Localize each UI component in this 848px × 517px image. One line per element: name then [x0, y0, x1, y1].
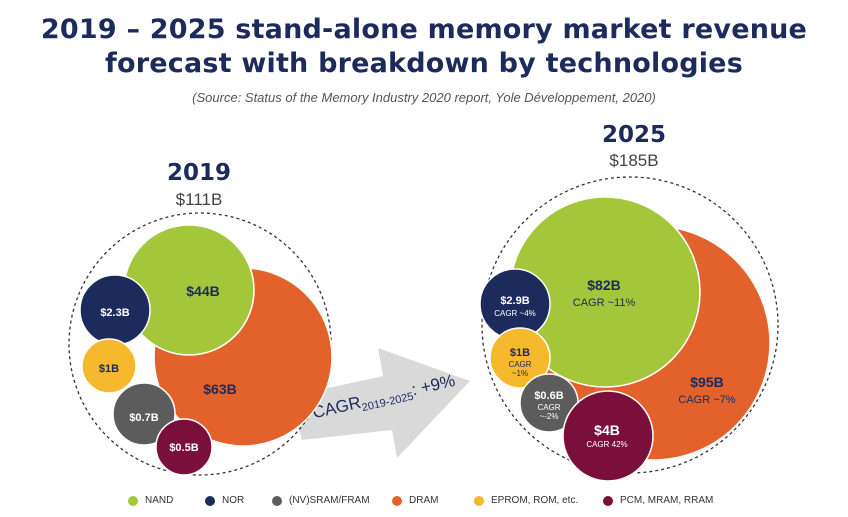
cagr-label-pcm-2025: CAGR 42%	[586, 440, 627, 449]
bubble-eprom-2019	[81, 338, 137, 394]
legend-label-eprom: EPROM, ROM, etc.	[491, 495, 579, 506]
legend-label-pcm: PCM, MRAM, RRAM	[620, 495, 714, 506]
value-label-dram-2025: $95B	[690, 374, 723, 390]
chart-title-line-2: forecast with breakdown by technologies	[105, 48, 743, 79]
value-label-nand-2025: $82B	[587, 277, 620, 293]
legend-swatch-nand	[128, 495, 138, 506]
legend-item-dram: DRAM	[392, 495, 438, 506]
value-label-sram-2025: $0.6B	[534, 390, 563, 402]
cagr-value-eprom-2025: ~1%	[512, 369, 528, 378]
legend-label-dram: DRAM	[409, 495, 439, 506]
value-label-pcm-2025: $4B	[594, 422, 620, 438]
cagr-label-sram-2025: CAGR	[537, 403, 560, 412]
legend-item-pcm: PCM, MRAM, RRAM	[603, 495, 713, 506]
legend-label-nand: NAND	[145, 495, 174, 506]
value-label-eprom-2019: $1B	[99, 363, 119, 375]
legend-swatch-dram	[392, 495, 402, 506]
legend-item-nor: NOR	[205, 495, 244, 506]
total-boundary-2025	[481, 176, 779, 474]
legend-label-nor: NOR	[222, 495, 245, 506]
chart-legend: NAND NOR (NV)SRAM/FRAM DRAM EPROM, ROM, etc.…	[0, 495, 848, 513]
cagr-label-nand-2025: CAGR ~11%	[573, 297, 636, 309]
legend-item-sram: (NV)SRAM/FRAM	[272, 495, 370, 506]
value-label-nor-2019: $2.3B	[100, 307, 129, 319]
cagr-label-nor-2025: CAGR ~4%	[494, 309, 536, 318]
growth-arrow	[296, 348, 470, 458]
legend-item-nand: NAND	[128, 495, 173, 506]
year-label-2019: 2019	[167, 160, 231, 186]
value-label-sram-2019: $0.7B	[129, 412, 158, 424]
total-label-2025: $185B	[609, 151, 658, 170]
legend-swatch-nor	[205, 495, 215, 506]
value-label-nor-2025: $2.9B	[500, 295, 529, 307]
bubble-eprom-2025	[489, 327, 551, 389]
chart-source-note: (Source: Status of the Memory Industry 2…	[192, 90, 656, 105]
legend-swatch-pcm	[603, 495, 613, 506]
cagr-label-eprom-2025: CAGR	[508, 360, 531, 369]
total-label-2019: $111B	[176, 190, 223, 209]
value-label-eprom-2025: $1B	[510, 347, 530, 359]
legend-item-eprom: EPROM, ROM, etc.	[474, 495, 578, 506]
bubble-chart: CAGR2019-2025: +9%2019$111B$63B$44B$2.3B…	[68, 122, 779, 482]
bubble-sram-2019	[112, 382, 176, 446]
bubble-pcm-2025	[562, 390, 654, 482]
legend-swatch-eprom	[474, 495, 484, 506]
chart-title-line-1: 2019 – 2025 stand-alone memory market re…	[40, 14, 808, 45]
value-label-dram-2019: $63B	[203, 381, 236, 397]
legend-swatch-sram	[272, 495, 282, 506]
legend-label-sram: (NV)SRAM/FRAM	[289, 495, 370, 506]
bubble-pcm-2019	[155, 418, 213, 476]
cagr-value-sram-2025: ~-2%	[540, 412, 559, 421]
year-label-2025: 2025	[602, 122, 666, 148]
value-label-pcm-2019: $0.5B	[169, 442, 198, 454]
value-label-nand-2019: $44B	[186, 283, 219, 299]
cagr-label-dram-2025: CAGR ~7%	[678, 394, 735, 406]
